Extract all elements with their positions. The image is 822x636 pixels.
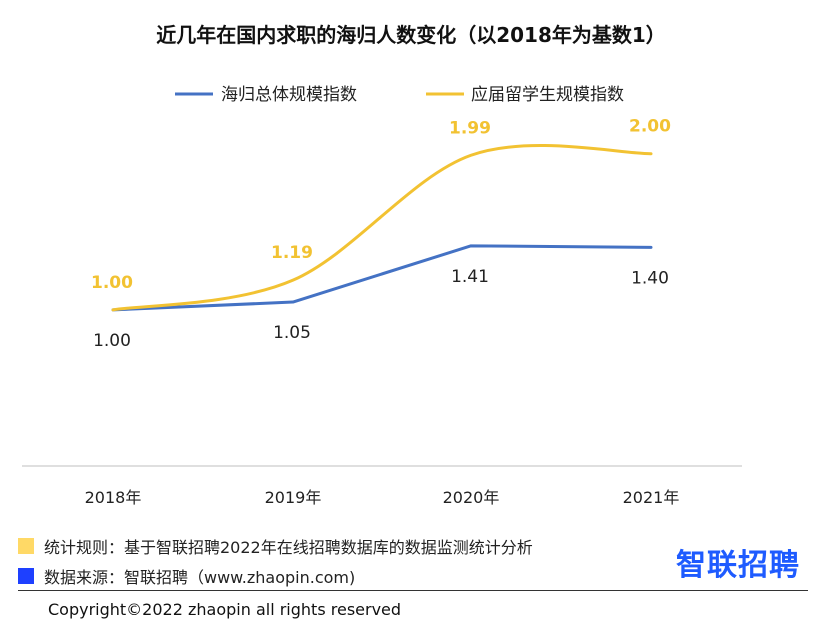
data-label: 1.00	[91, 273, 133, 293]
legend-label: 应届留学生规模指数	[471, 85, 624, 105]
footer: 统计规则：基于智联招聘2022年在线招聘数据库的数据监测统计分析 数据来源：智联…	[0, 528, 822, 636]
x-tick-label: 2019年	[265, 488, 322, 507]
brand-logo: 智联招聘	[676, 548, 800, 583]
x-tick-labels: 2018年 2019年 2020年 2021年	[85, 488, 680, 507]
chart-title: 近几年在国内求职的海归人数变化（以2018年为基数1）	[156, 23, 666, 47]
source-note-text: 数据来源：智联招聘（www.zhaopin.com)	[44, 568, 356, 587]
data-label: 1.00	[93, 331, 131, 351]
series-line-2	[111, 144, 653, 312]
rule-note: 统计规则：基于智联招聘2022年在线招聘数据库的数据监测统计分析	[18, 534, 533, 558]
x-tick-label: 2020年	[443, 488, 500, 507]
x-tick-label: 2021年	[623, 488, 680, 507]
data-label: 1.19	[271, 243, 313, 263]
data-labels: 1.00 1.05 1.41 1.40 1.00 1.19 1.99 2.00	[91, 117, 671, 351]
rule-note-marker	[18, 538, 34, 554]
series-line-1	[111, 244, 653, 312]
data-label: 1.41	[451, 267, 489, 287]
series-layer	[111, 144, 653, 312]
legend: 海归总体规模指数 应届留学生规模指数	[175, 85, 624, 105]
line-chart: 近几年在国内求职的海归人数变化（以2018年为基数1） 海归总体规模指数 应届留学…	[22, 23, 742, 507]
footer-divider	[18, 590, 808, 591]
data-label: 2.00	[629, 117, 671, 137]
source-note-marker	[18, 568, 34, 584]
rule-note-text: 统计规则：基于智联招聘2022年在线招聘数据库的数据监测统计分析	[44, 538, 533, 557]
data-label: 1.99	[449, 118, 491, 138]
source-note: 数据来源：智联招聘（www.zhaopin.com)	[18, 564, 355, 588]
data-label: 1.05	[273, 323, 311, 343]
legend-label: 海归总体规模指数	[221, 85, 357, 105]
copyright-text: Copyright©2022 zhaopin all rights reserv…	[48, 600, 402, 619]
x-tick-label: 2018年	[85, 488, 142, 507]
data-label: 1.40	[631, 268, 669, 288]
